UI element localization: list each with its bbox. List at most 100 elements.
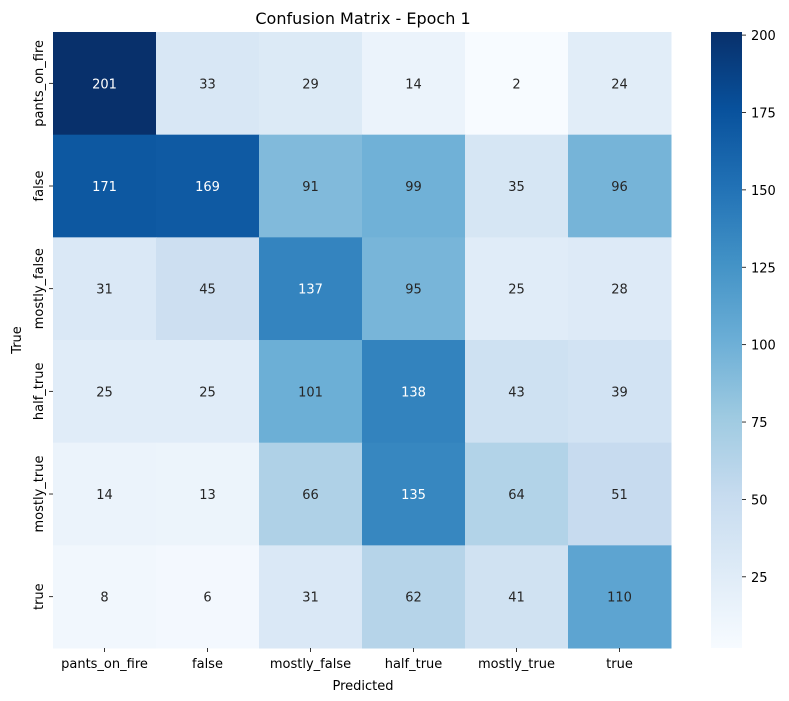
heatmap-cell — [259, 545, 363, 649]
heatmap-cell — [568, 134, 672, 238]
heatmap-cell — [568, 442, 672, 546]
cell-value: 96 — [611, 180, 628, 195]
heatmap-cell — [362, 442, 466, 546]
cell-value: 6 — [203, 591, 211, 606]
cell-value: 66 — [302, 488, 319, 503]
y-tick-label: false — [32, 171, 47, 202]
x-tick-label: half_true — [385, 657, 443, 672]
cell-value: 99 — [405, 180, 422, 195]
x-axis-ticks: pants_on_fire false mostly_false half_true m… — [61, 648, 633, 672]
heatmap-cells — [53, 32, 672, 649]
cell-value: 14 — [96, 488, 113, 503]
heatmap-cell — [156, 32, 260, 136]
heatmap-cell — [53, 32, 157, 136]
cell-value: 45 — [199, 283, 216, 298]
y-tick-label: half_true — [32, 363, 47, 421]
cell-value: 169 — [195, 180, 220, 195]
heatmap-cell — [362, 545, 466, 649]
heatmap-cell — [156, 545, 260, 649]
heatmap-cell — [259, 32, 363, 136]
heatmap-cell — [362, 32, 466, 136]
heatmap-cell — [259, 340, 363, 444]
cell-value: 138 — [401, 385, 426, 400]
x-tick-label: mostly_false — [270, 657, 351, 672]
heatmap-cell — [465, 32, 569, 136]
heatmap-cell — [156, 134, 260, 238]
heatmap-cell — [156, 340, 260, 444]
cell-value: 137 — [298, 283, 323, 298]
y-axis-label: True — [10, 326, 25, 355]
cell-value: 29 — [302, 77, 319, 92]
cell-value: 13 — [199, 488, 216, 503]
heatmap-cell — [156, 442, 260, 546]
cell-value: 135 — [401, 488, 426, 503]
cell-value: 31 — [302, 591, 319, 606]
cell-value: 39 — [611, 385, 628, 400]
cell-value: 2 — [512, 77, 520, 92]
cell-value: 25 — [508, 283, 525, 298]
cell-value: 51 — [611, 488, 628, 503]
heatmap-cell — [568, 545, 672, 649]
y-tick-label: true — [32, 583, 47, 610]
cell-value: 25 — [96, 385, 113, 400]
heatmap-cell — [53, 545, 157, 649]
cell-value: 41 — [508, 591, 525, 606]
heatmap-cell — [465, 340, 569, 444]
colorbar-tick-label: 125 — [751, 261, 776, 276]
cell-value: 95 — [405, 283, 422, 298]
heatmap-cell — [53, 340, 157, 444]
colorbar-tick-label: 50 — [751, 493, 768, 508]
chart-title: Confusion Matrix - Epoch 1 — [255, 9, 470, 28]
cell-value: 201 — [92, 77, 117, 92]
cell-value: 64 — [508, 488, 525, 503]
colorbar-tick-label: 150 — [751, 184, 776, 199]
cell-value: 62 — [405, 591, 422, 606]
cell-value: 8 — [100, 591, 108, 606]
heatmap-cell — [259, 442, 363, 546]
x-axis-label: Predicted — [332, 679, 393, 694]
heatmap-cell — [362, 134, 466, 238]
x-tick-label: false — [192, 657, 223, 672]
cell-value: 43 — [508, 385, 525, 400]
cell-value: 24 — [611, 77, 628, 92]
cell-value: 35 — [508, 180, 525, 195]
x-tick-label: mostly_true — [478, 657, 555, 672]
heatmap-cell — [53, 237, 157, 341]
colorbar-ticks: 25 50 75 100 125 150 175 200 — [742, 29, 776, 586]
heatmap-cell — [362, 237, 466, 341]
heatmap-cell — [465, 545, 569, 649]
heatmap-cell — [362, 340, 466, 444]
colorbar-tick-label: 75 — [751, 416, 768, 431]
y-tick-label: mostly_false — [32, 248, 47, 329]
heatmap-cell — [465, 134, 569, 238]
heatmap-cell — [156, 237, 260, 341]
cell-annotations: 201 33 29 14 2 24 171 169 91 99 35 96 31 45 137 95 25 28 2… — [92, 77, 632, 605]
heatmap-cell — [53, 442, 157, 546]
heatmap-cell — [568, 340, 672, 444]
heatmap-cell — [568, 32, 672, 136]
cell-value: 25 — [199, 385, 216, 400]
y-tick-label: mostly_true — [32, 456, 47, 533]
cell-value: 28 — [611, 283, 628, 298]
x-tick-label: true — [606, 657, 633, 672]
x-tick-label: pants_on_fire — [61, 657, 148, 672]
heatmap-cell — [259, 134, 363, 238]
cell-value: 33 — [199, 77, 216, 92]
cell-value: 101 — [298, 385, 323, 400]
heatmap-cell — [568, 237, 672, 341]
colorbar-tick-label: 25 — [751, 571, 768, 586]
heatmap-cell — [53, 134, 157, 238]
colorbar — [711, 32, 742, 648]
cell-value: 14 — [405, 77, 422, 92]
cell-value: 31 — [96, 283, 113, 298]
heatmap-cell — [465, 237, 569, 341]
colorbar-tick-label: 200 — [751, 29, 776, 44]
colorbar-tick-label: 175 — [751, 106, 776, 121]
y-tick-label: pants_on_fire — [32, 40, 47, 127]
cell-value: 110 — [607, 591, 632, 606]
cell-value: 91 — [302, 180, 319, 195]
heatmap-cell — [259, 237, 363, 341]
cell-value: 171 — [92, 180, 117, 195]
